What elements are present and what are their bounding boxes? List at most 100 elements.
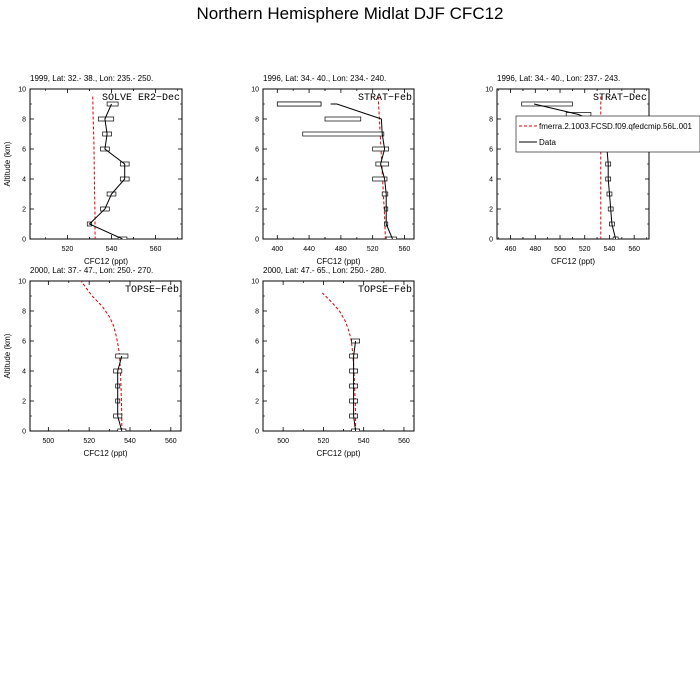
y-tick-label: 4 xyxy=(255,177,259,184)
plot-frame xyxy=(262,88,415,240)
y-tick-label: 4 xyxy=(22,369,26,376)
y-tick-label: 6 xyxy=(489,147,493,154)
error-box xyxy=(324,116,362,122)
chart-panel-3: 1996, Lat: 34.- 40., Lon: 237.- 243. STRA… xyxy=(485,74,700,266)
chart-panel-5: 2000, Lat: 47.- 65., Lon: 250.- 280. TOPS… xyxy=(251,266,415,458)
panel-header: 1996, Lat: 34.- 40., Lon: 237.- 243. xyxy=(497,74,620,83)
model-line xyxy=(92,96,96,239)
error-box xyxy=(117,236,128,239)
x-axis-label: CFC12 (ppt) xyxy=(84,257,128,266)
y-axis-label: Altitude (km) xyxy=(3,141,12,186)
data-line xyxy=(330,103,393,239)
x-axis-label: CFC12 (ppt) xyxy=(316,449,360,458)
legend-box xyxy=(515,115,700,153)
y-tick-label: 8 xyxy=(22,117,26,124)
x-tick-label: 480 xyxy=(529,246,541,253)
series-group xyxy=(322,292,360,431)
data-line xyxy=(117,355,123,431)
x-tick-label: 560 xyxy=(150,246,162,253)
y-tick-label: 2 xyxy=(489,207,493,214)
error-box xyxy=(375,161,389,167)
page-title: Northern Hemisphere Midlat DJF CFC12 xyxy=(196,4,504,23)
x-tick-label: 520 xyxy=(367,246,379,253)
campaign-label: TOPSE−Feb xyxy=(358,284,412,296)
x-tick-label: 560 xyxy=(399,246,411,253)
campaign-label: STRAT−Feb xyxy=(358,92,412,104)
x-tick-label: 540 xyxy=(106,246,118,253)
series-group xyxy=(86,96,130,239)
y-axis-label: Altitude (km) xyxy=(3,333,12,378)
error-box xyxy=(115,353,129,359)
error-box xyxy=(521,101,573,107)
y-tick-label: 6 xyxy=(22,147,26,154)
error-box xyxy=(381,191,389,197)
y-tick-label: 10 xyxy=(18,87,26,94)
error-box xyxy=(106,101,119,107)
legend-model-label: fmerra.2.1003.FCSD.f09.qfedcmip.56L.001 xyxy=(539,122,693,131)
x-tick-label: 520 xyxy=(318,438,330,445)
y-tick-label: 2 xyxy=(22,399,26,406)
legend-data-label: Data xyxy=(539,138,556,147)
y-tick-label: 2 xyxy=(22,207,26,214)
x-tick-label: 560 xyxy=(398,438,410,445)
plot-frame xyxy=(29,88,183,240)
plot-frame xyxy=(262,280,415,432)
data-line xyxy=(88,103,126,239)
model-line xyxy=(80,281,123,431)
y-tick-label: 2 xyxy=(255,399,259,406)
series-group xyxy=(80,281,129,431)
y-tick-label: 0 xyxy=(22,429,26,436)
y-tick-label: 6 xyxy=(22,339,26,346)
legend: fmerra.2.1003.FCSD.f09.qfedcmip.56L.001 D… xyxy=(515,115,700,153)
y-tick-label: 6 xyxy=(255,339,259,346)
campaign-label: STRAT−Dec xyxy=(593,93,647,104)
series-group xyxy=(276,96,397,239)
y-tick-label: 8 xyxy=(22,309,26,316)
campaign-label: SOLVE ER2−Dec xyxy=(102,93,180,104)
x-tick-label: 440 xyxy=(303,246,315,253)
x-tick-label: 480 xyxy=(335,246,347,253)
y-tick-label: 10 xyxy=(18,279,26,286)
x-tick-label: 560 xyxy=(628,246,640,253)
error-box xyxy=(372,176,388,182)
y-tick-label: 4 xyxy=(255,369,259,376)
y-tick-label: 0 xyxy=(489,237,493,244)
plot-frame xyxy=(29,280,182,432)
x-tick-label: 560 xyxy=(165,438,177,445)
x-tick-label: 520 xyxy=(62,246,74,253)
x-tick-label: 500 xyxy=(277,438,289,445)
x-tick-label: 500 xyxy=(554,246,566,253)
chart-panel-1: 1999, Lat: 32.- 38., Lon: 235.- 250. SOLV… xyxy=(3,74,183,266)
chart-panel-2: 1996, Lat: 34.- 40., Lon: 234.- 240. STRA… xyxy=(251,74,415,266)
panel-header: 2000, Lat: 37.- 47., Lon: 250.- 270. xyxy=(30,266,153,275)
y-tick-label: 6 xyxy=(255,147,259,154)
plot-frame xyxy=(496,88,650,240)
model-line xyxy=(322,292,357,431)
y-tick-label: 8 xyxy=(255,117,259,124)
error-box xyxy=(276,101,322,107)
y-tick-label: 8 xyxy=(489,117,493,124)
x-tick-label: 540 xyxy=(358,438,370,445)
chart-panel-4: 2000, Lat: 37.- 47., Lon: 250.- 270. TOPS… xyxy=(3,266,182,458)
error-box xyxy=(302,131,385,137)
error-box xyxy=(385,236,397,239)
x-tick-label: 540 xyxy=(604,246,616,253)
data-line xyxy=(353,340,357,431)
x-tick-label: 520 xyxy=(83,438,95,445)
y-tick-label: 10 xyxy=(251,279,259,286)
campaign-label: TOPSE−Feb xyxy=(125,284,179,296)
y-tick-label: 4 xyxy=(489,177,493,184)
y-tick-label: 10 xyxy=(251,87,259,94)
error-box xyxy=(372,146,389,152)
x-axis-label: CFC12 (ppt) xyxy=(83,449,127,458)
x-tick-label: 520 xyxy=(579,246,591,253)
y-tick-label: 0 xyxy=(22,237,26,244)
panel-header: 1999, Lat: 32.- 38., Lon: 235.- 250. xyxy=(30,74,153,83)
x-axis-label: CFC12 (ppt) xyxy=(316,257,360,266)
y-tick-label: 10 xyxy=(485,87,493,94)
panel-header: 2000, Lat: 47.- 65., Lon: 250.- 280. xyxy=(263,266,386,275)
x-tick-label: 460 xyxy=(505,246,517,253)
x-tick-label: 400 xyxy=(271,246,283,253)
y-tick-label: 0 xyxy=(255,429,259,436)
